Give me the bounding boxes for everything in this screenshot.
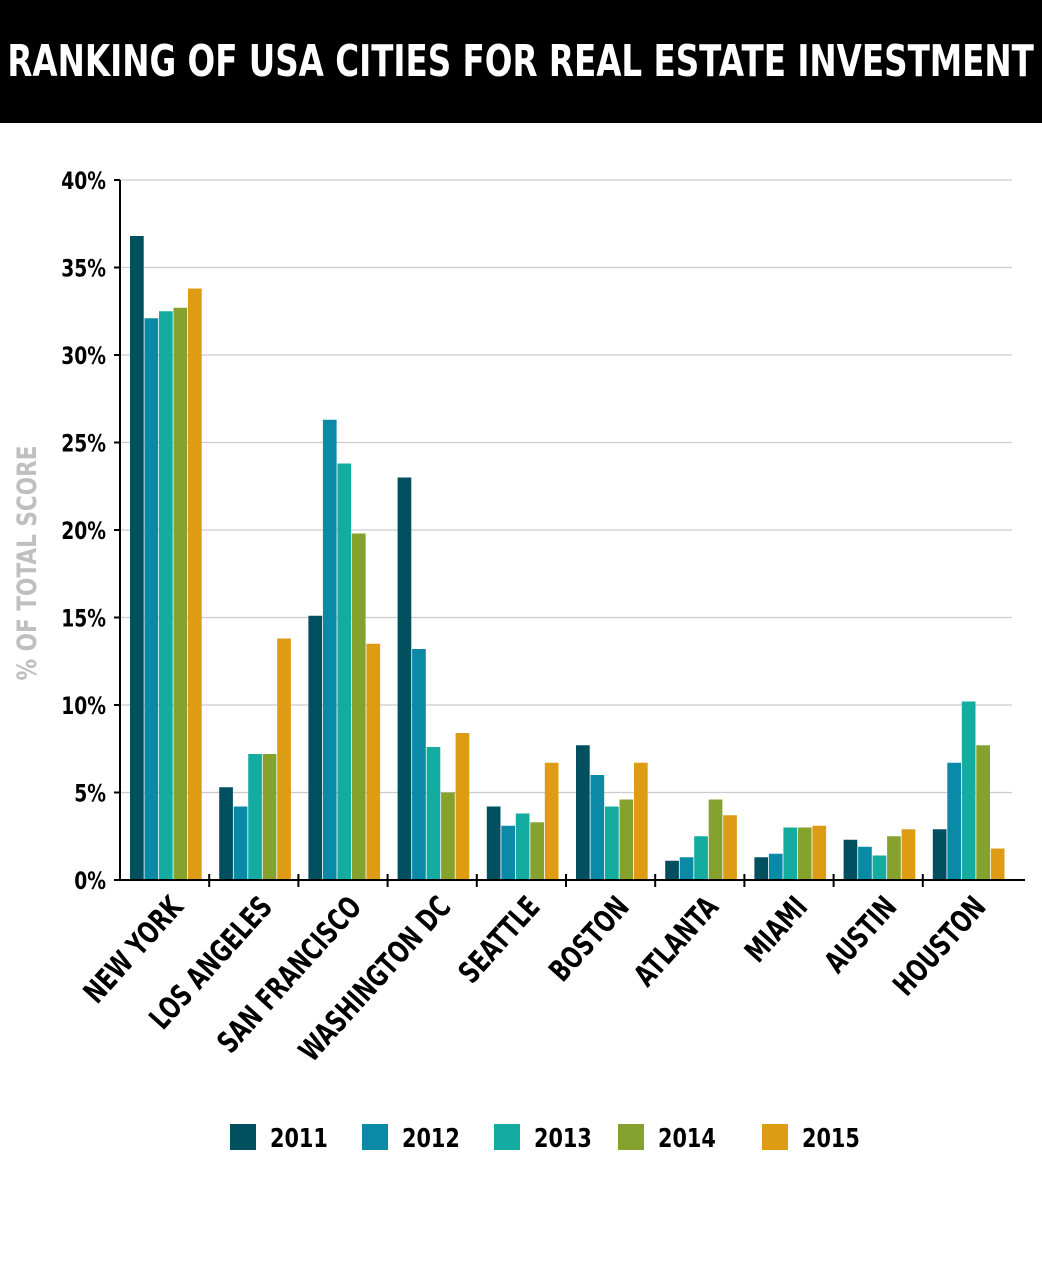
legend-item-2011: 2011 bbox=[230, 1123, 328, 1154]
bar-2011-new-york bbox=[130, 236, 144, 880]
legend-item-2013: 2013 bbox=[494, 1123, 592, 1154]
bar-2012-atlanta bbox=[679, 857, 694, 880]
bar-2013-los-angeles bbox=[248, 754, 262, 880]
legend-label: 2013 bbox=[534, 1123, 592, 1154]
legend-item-2014: 2014 bbox=[618, 1123, 716, 1154]
bar-2011-miami bbox=[754, 857, 769, 880]
bar-2011-washington-dc bbox=[397, 477, 412, 880]
bar-2014-washington-dc bbox=[441, 792, 455, 880]
legend-label: 2014 bbox=[658, 1123, 716, 1154]
bar-2011-los-angeles bbox=[219, 787, 233, 880]
bar-2012-seattle bbox=[501, 825, 515, 880]
x-tick-label: BOSTON bbox=[543, 890, 637, 988]
bar-2011-boston bbox=[576, 745, 590, 880]
bar-2014-seattle bbox=[530, 822, 544, 880]
legend-item-2015: 2015 bbox=[762, 1123, 860, 1154]
bar-2015-houston bbox=[990, 848, 1005, 880]
legend-label: 2012 bbox=[402, 1123, 460, 1154]
bar-2011-seattle bbox=[486, 806, 501, 880]
axes bbox=[114, 179, 1025, 887]
y-tick-label: 20% bbox=[61, 518, 106, 546]
bar-2015-new-york bbox=[188, 288, 202, 880]
bar-2015-atlanta bbox=[723, 815, 737, 880]
y-axis-label: % OF TOTAL SCORE bbox=[11, 446, 43, 681]
bars bbox=[130, 236, 1005, 880]
bar-2012-miami bbox=[768, 853, 783, 880]
bar-2011-san-francisco bbox=[308, 615, 323, 880]
legend-swatch bbox=[230, 1124, 256, 1150]
bar-2015-san-francisco bbox=[366, 643, 381, 880]
bar-2011-atlanta bbox=[665, 860, 679, 880]
legend-swatch bbox=[618, 1124, 644, 1150]
bar-2014-miami bbox=[797, 827, 812, 880]
y-tick-label: 15% bbox=[61, 605, 106, 633]
bar-2014-atlanta bbox=[708, 799, 723, 880]
y-tick-label: 40% bbox=[61, 168, 106, 196]
bar-2015-boston bbox=[634, 762, 648, 880]
bar-2014-austin bbox=[887, 836, 901, 880]
y-tick-label: 10% bbox=[61, 693, 106, 721]
bar-2014-boston bbox=[619, 799, 634, 880]
y-tick-label: 25% bbox=[61, 430, 106, 458]
bar-2012-new-york bbox=[144, 318, 159, 880]
bar-2014-los-angeles bbox=[262, 754, 277, 880]
y-tick-labels: 0% 5% 10% 15% 20% 25% 30% 35% 40% bbox=[61, 168, 106, 896]
y-tick-label: 30% bbox=[61, 343, 106, 371]
page-title: RANKING OF USA CITIES FOR REAL ESTATE IN… bbox=[7, 36, 1035, 87]
bar-2012-san-francisco bbox=[322, 419, 337, 880]
x-tick-label: AUSTIN bbox=[818, 890, 904, 980]
bar-2013-houston bbox=[961, 701, 976, 880]
bar-2014-san-francisco bbox=[351, 533, 366, 880]
bar-2015-austin bbox=[901, 829, 916, 880]
x-tick-label: HOUSTON bbox=[887, 890, 993, 1003]
y-tick-label: 35% bbox=[61, 255, 106, 283]
bar-2013-austin bbox=[872, 855, 887, 880]
bar-2012-boston bbox=[590, 775, 605, 880]
bar-2015-miami bbox=[812, 825, 827, 880]
legend-item-2012: 2012 bbox=[362, 1123, 460, 1154]
y-tick-label: 0% bbox=[74, 868, 106, 896]
x-tick-label: ATLANTA bbox=[628, 890, 726, 994]
title-bar: RANKING OF USA CITIES FOR REAL ESTATE IN… bbox=[0, 0, 1042, 123]
bar-2012-houston bbox=[947, 762, 961, 880]
bar-2012-washington-dc bbox=[412, 649, 426, 880]
bar-2013-seattle bbox=[515, 813, 530, 880]
legend-swatch bbox=[494, 1124, 520, 1150]
legend-label: 2015 bbox=[802, 1123, 860, 1154]
bar-2012-austin bbox=[858, 846, 872, 880]
legend-label: 2011 bbox=[270, 1123, 328, 1154]
bar-2011-austin bbox=[843, 839, 858, 880]
bar-2013-boston bbox=[605, 806, 619, 880]
bar-2013-washington-dc bbox=[426, 747, 441, 880]
bar-2012-los-angeles bbox=[233, 806, 248, 880]
bar-2011-houston bbox=[932, 829, 947, 880]
bar-2013-new-york bbox=[159, 311, 173, 880]
bar-2015-seattle bbox=[544, 762, 559, 880]
bar-2013-san-francisco bbox=[337, 463, 352, 880]
legend: 2011 2012 2013 2014 2015 bbox=[230, 1123, 860, 1154]
legend-swatch bbox=[362, 1124, 388, 1150]
legend-swatch bbox=[762, 1124, 788, 1150]
y-tick-label: 5% bbox=[74, 780, 106, 808]
x-tick-label: MIAMI bbox=[739, 890, 815, 969]
bar-2014-new-york bbox=[173, 307, 188, 880]
bar-2013-atlanta bbox=[694, 836, 708, 880]
x-tick-label: SEATTLE bbox=[452, 890, 547, 990]
bar-2015-los-angeles bbox=[277, 638, 291, 880]
grid-lines bbox=[120, 179, 1012, 794]
bar-2013-miami bbox=[783, 827, 798, 880]
bar-2015-washington-dc bbox=[455, 733, 470, 880]
x-tick-label: WASHINGTON DC bbox=[293, 890, 458, 1068]
bar-2014-houston bbox=[976, 745, 990, 880]
